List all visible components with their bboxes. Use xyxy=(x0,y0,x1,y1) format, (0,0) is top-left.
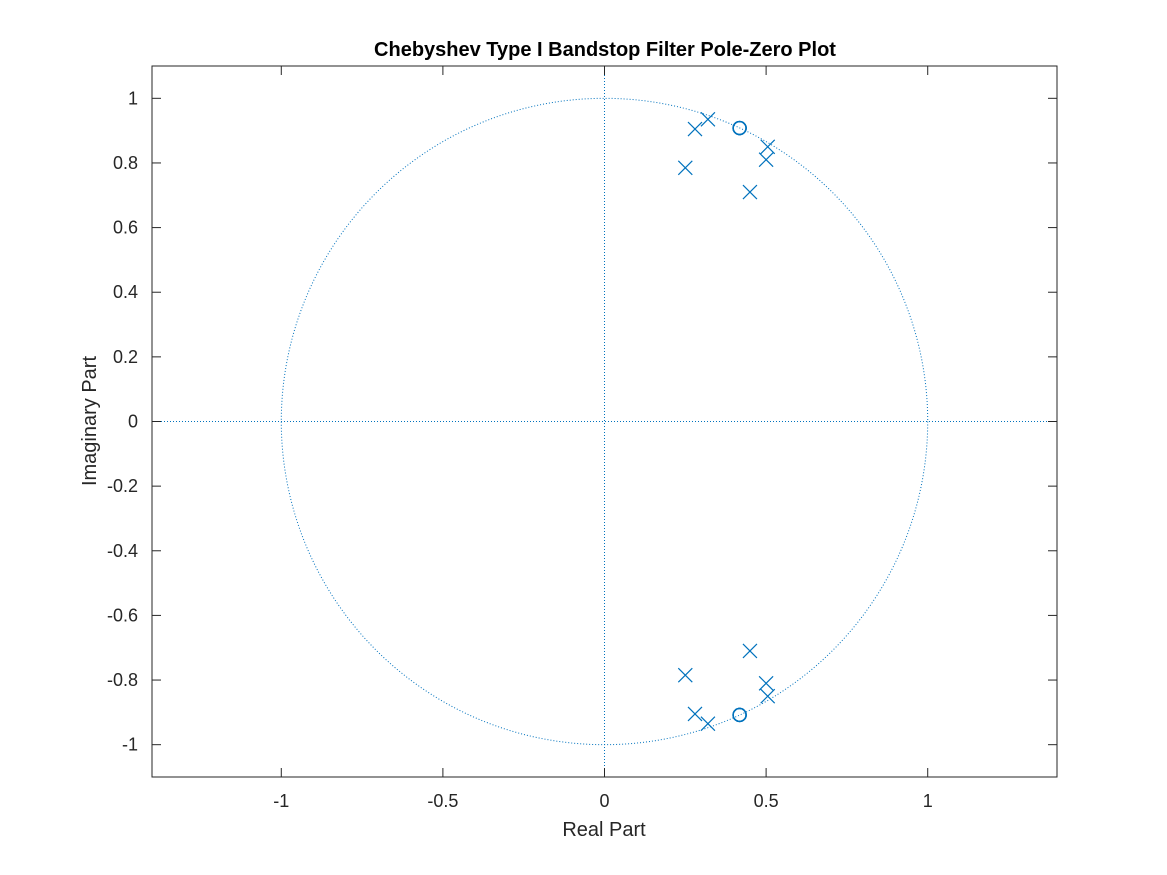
pole-marker xyxy=(758,152,774,168)
markers xyxy=(677,111,776,732)
y-tick-label: 0.4 xyxy=(113,282,138,302)
pole-marker xyxy=(700,111,716,127)
pole-marker xyxy=(760,688,776,704)
axes-box xyxy=(151,65,1058,778)
tick-labels: -1 -0.5 0 0.5 1 1 0.8 0.6 0.4 0.2 0 -0.2 -0.4 -0.6 -0.… xyxy=(107,88,933,811)
zero-marker xyxy=(732,707,747,723)
pole-marker xyxy=(677,667,693,683)
y-tick-label: -0.2 xyxy=(107,476,138,496)
plot-title: Chebyshev Type I Bandstop Filter Pole-Ze… xyxy=(374,39,836,61)
pole-marker xyxy=(700,716,716,732)
x-tick-label: -0.5 xyxy=(427,791,458,811)
pole-marker xyxy=(760,139,776,155)
plot-area xyxy=(151,65,1058,778)
y-tick-label: 1 xyxy=(128,88,138,108)
y-tick-label: -1 xyxy=(122,735,138,755)
x-axis-label: Real Part xyxy=(562,819,646,841)
x-tick-label: 0.5 xyxy=(754,791,779,811)
pole-marker xyxy=(742,643,758,659)
y-axis-label: Imaginary Part xyxy=(79,356,101,486)
ticks xyxy=(152,66,1057,777)
pole-marker xyxy=(687,121,703,137)
y-tick-label: 0.2 xyxy=(113,347,138,367)
pole-marker xyxy=(677,160,693,176)
y-tick-label: -0.8 xyxy=(107,670,138,690)
pole-marker xyxy=(758,675,774,691)
x-tick-label: 1 xyxy=(923,791,933,811)
y-tick-label: -0.4 xyxy=(107,541,138,561)
pole-marker xyxy=(687,706,703,722)
y-tick-label: 0 xyxy=(128,412,138,432)
pole-marker xyxy=(742,184,758,200)
zero-marker xyxy=(732,120,747,136)
y-tick-label: 0.6 xyxy=(113,218,138,238)
reference-lines xyxy=(152,66,1057,777)
x-tick-label: 0 xyxy=(599,791,609,811)
y-tick-label: 0.8 xyxy=(113,153,138,173)
y-tick-label: -0.6 xyxy=(107,605,138,625)
x-tick-label: -1 xyxy=(273,791,289,811)
